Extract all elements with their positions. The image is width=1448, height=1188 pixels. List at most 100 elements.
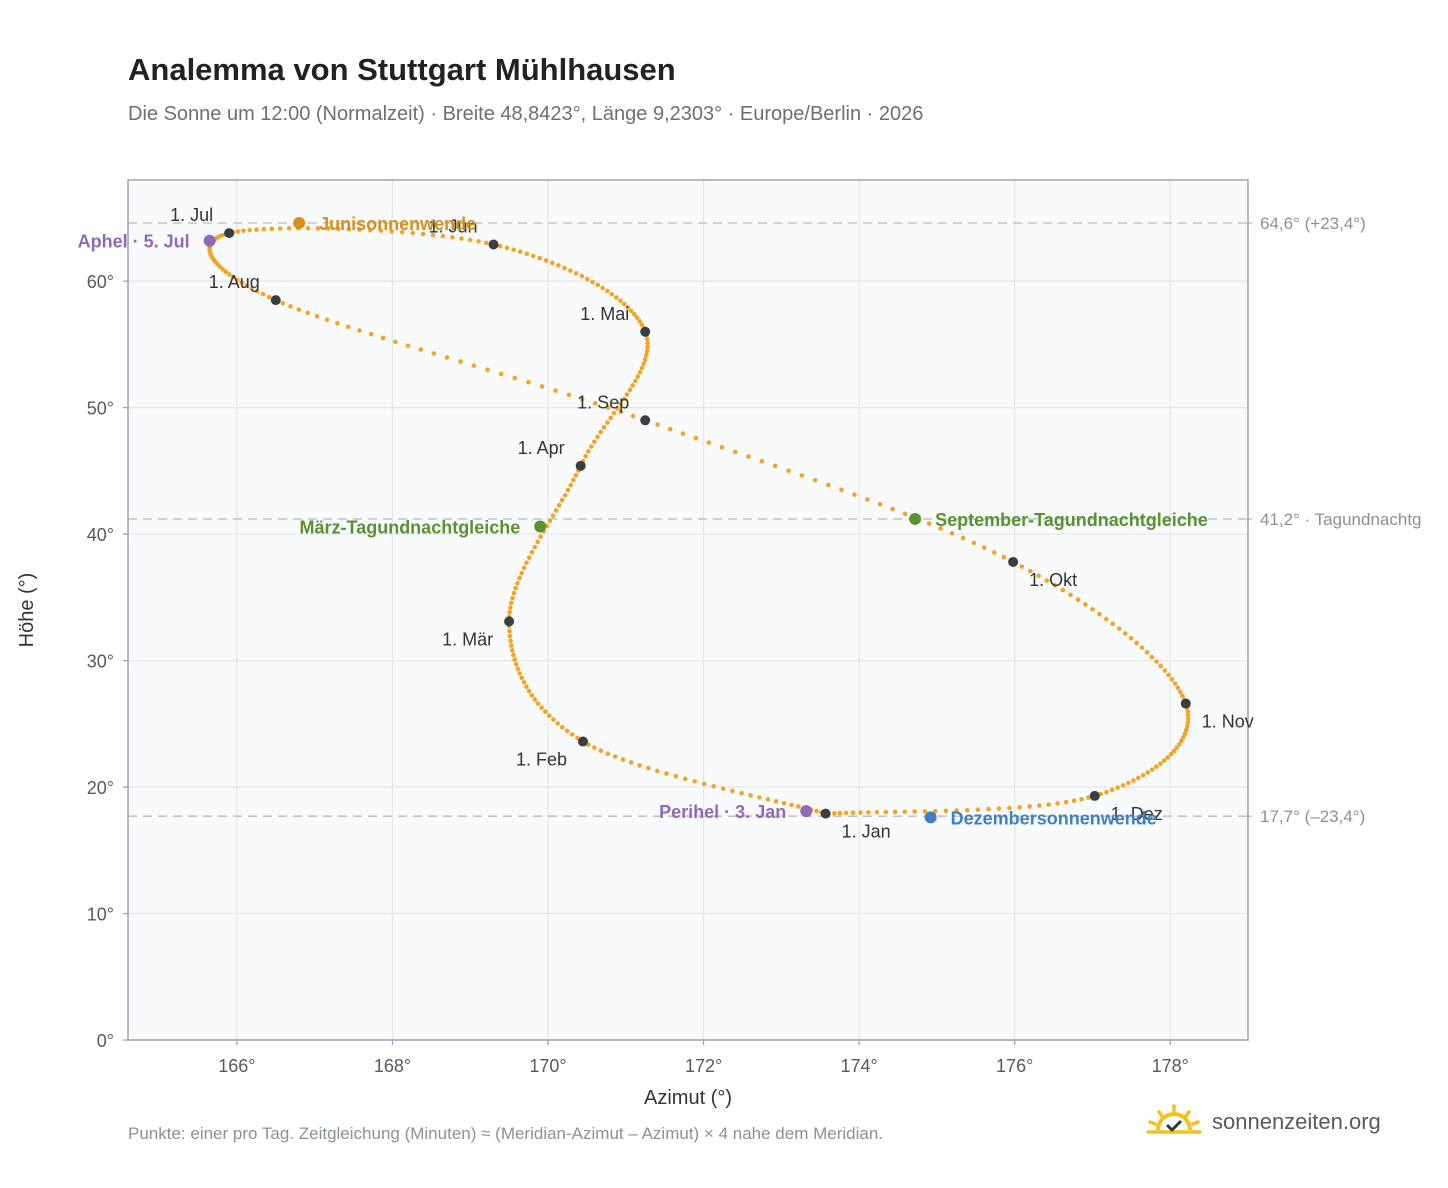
daily-point bbox=[515, 666, 521, 672]
month-point bbox=[1089, 790, 1100, 801]
daily-point bbox=[586, 449, 591, 454]
daily-point bbox=[655, 422, 660, 427]
reference-line-label: 17,7° (–23,4°) bbox=[1260, 807, 1365, 826]
daily-point bbox=[627, 387, 633, 393]
daily-point bbox=[1060, 587, 1066, 593]
daily-point bbox=[357, 328, 362, 333]
plot-area bbox=[128, 180, 1248, 1040]
daily-point bbox=[1154, 764, 1159, 770]
daily-point bbox=[260, 291, 266, 297]
daily-point bbox=[739, 790, 744, 796]
daily-point bbox=[673, 773, 679, 779]
daily-point bbox=[484, 240, 489, 246]
daily-point bbox=[746, 454, 751, 459]
daily-point bbox=[537, 255, 543, 261]
daily-point bbox=[1185, 712, 1191, 718]
daily-point bbox=[866, 810, 871, 815]
daily-point bbox=[1079, 796, 1084, 802]
daily-point bbox=[1140, 772, 1146, 778]
daily-point bbox=[960, 535, 966, 541]
daily-point bbox=[325, 226, 331, 231]
month-label: 1. Feb bbox=[516, 750, 567, 770]
daily-point bbox=[600, 285, 605, 291]
daily-point bbox=[624, 392, 630, 397]
daily-point bbox=[568, 268, 573, 273]
month-point bbox=[1180, 698, 1191, 709]
daily-point bbox=[1169, 676, 1175, 682]
daily-point bbox=[912, 809, 918, 814]
month-label: 1. Nov bbox=[1202, 712, 1254, 732]
daily-point bbox=[459, 236, 464, 241]
daily-point bbox=[1097, 611, 1102, 617]
daily-point bbox=[902, 511, 908, 517]
special-point-label: Junisonnenwende bbox=[319, 214, 476, 234]
special-point-label: Perihel · 3. Jan bbox=[659, 802, 786, 822]
daily-point bbox=[1116, 626, 1122, 631]
daily-point bbox=[507, 628, 512, 634]
daily-point bbox=[706, 440, 712, 445]
daily-point bbox=[991, 550, 997, 555]
month-label: 1. Jan bbox=[842, 822, 891, 842]
daily-point bbox=[546, 713, 552, 719]
daily-point bbox=[625, 305, 631, 310]
daily-point bbox=[573, 271, 579, 276]
daily-point bbox=[1181, 734, 1186, 740]
month-point bbox=[640, 326, 651, 337]
daily-point bbox=[667, 426, 673, 432]
daily-point bbox=[620, 757, 626, 762]
brand[interactable]: sonnenzeiten.org bbox=[1146, 1104, 1381, 1140]
daily-point bbox=[247, 227, 252, 233]
daily-point bbox=[971, 540, 977, 546]
daily-point bbox=[883, 809, 889, 815]
daily-point bbox=[1037, 803, 1042, 808]
y-tick-label: 10° bbox=[87, 905, 114, 925]
y-tick-label: 30° bbox=[87, 652, 114, 672]
daily-point bbox=[1162, 668, 1168, 673]
daily-point bbox=[532, 544, 538, 550]
daily-point bbox=[1131, 778, 1136, 783]
daily-point bbox=[796, 804, 801, 809]
daily-point bbox=[839, 487, 844, 493]
daily-point bbox=[529, 550, 535, 555]
daily-point bbox=[986, 806, 991, 812]
daily-point bbox=[938, 526, 943, 531]
month-point bbox=[820, 808, 831, 819]
daily-point bbox=[280, 300, 286, 306]
daily-point bbox=[1104, 789, 1109, 795]
daily-point bbox=[543, 258, 549, 263]
daily-point bbox=[476, 239, 481, 244]
daily-point bbox=[539, 705, 544, 711]
daily-point bbox=[230, 274, 236, 280]
daily-point bbox=[1179, 738, 1184, 744]
daily-point bbox=[1183, 727, 1189, 733]
daily-point bbox=[314, 313, 320, 319]
daily-point bbox=[555, 721, 561, 726]
daily-point bbox=[1161, 758, 1167, 763]
special-point-label: September-Tagundnachtgleiche bbox=[935, 510, 1208, 530]
daily-point bbox=[393, 339, 398, 345]
daily-point bbox=[1027, 804, 1032, 809]
daily-points bbox=[207, 225, 1191, 816]
special-point bbox=[909, 512, 922, 525]
daily-point bbox=[254, 288, 260, 294]
daily-point bbox=[1172, 681, 1178, 686]
y-axis-title: Höhe (°) bbox=[16, 573, 38, 648]
daily-point bbox=[1158, 761, 1163, 767]
daily-point bbox=[517, 249, 523, 255]
daily-point bbox=[1176, 741, 1182, 747]
daily-point bbox=[497, 243, 503, 249]
daily-point bbox=[628, 760, 634, 765]
daily-point bbox=[865, 497, 870, 502]
daily-point bbox=[1103, 616, 1109, 622]
daily-point bbox=[410, 230, 416, 236]
daily-point bbox=[1158, 663, 1164, 669]
daily-point bbox=[644, 348, 650, 354]
daily-point bbox=[1154, 659, 1159, 664]
daily-point bbox=[517, 575, 522, 581]
daily-point bbox=[515, 580, 520, 586]
daily-point bbox=[1007, 805, 1012, 811]
special-point-label: Dezembersonnenwende bbox=[951, 808, 1157, 828]
daily-point bbox=[562, 265, 567, 271]
daily-point bbox=[633, 378, 638, 384]
